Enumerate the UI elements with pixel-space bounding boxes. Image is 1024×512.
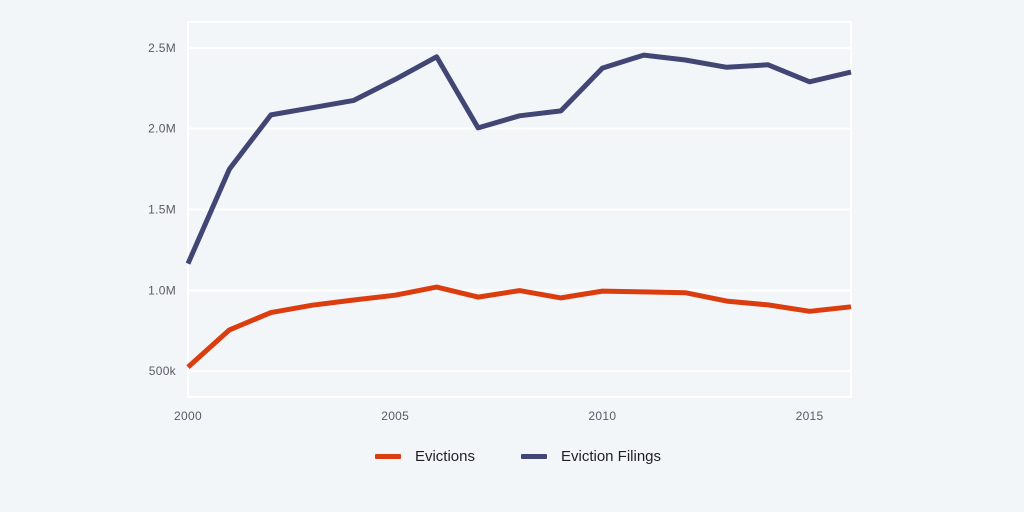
y-tick-label: 2.0M [148,122,176,136]
series-lines [185,52,852,369]
legend-swatch-evictions [374,454,401,459]
y-tick-label: 1.5M [148,203,176,217]
x-axis: 2000 2005 2010 2015 [174,409,823,423]
legend-item-evictions[interactable]: Evictions [374,448,475,465]
legend-label-evictions: Evictions [414,448,475,465]
y-tick-label: 2.5M [148,41,176,55]
plot-frame [187,21,852,398]
y-axis: 500k 1.0M 1.5M 2.0M 2.5M [148,41,177,378]
x-tick-label: 2000 [174,409,202,423]
series-line-eviction-filings[interactable] [185,52,852,265]
y-tick-label: 1.0M [148,283,176,297]
x-tick-label: 2015 [796,409,824,423]
legend: Evictions Eviction Filings [0,448,1024,465]
legend-swatch-eviction-filings [520,454,547,459]
x-tick-label: 2005 [381,409,409,423]
y-tick-label: 500k [149,364,177,378]
series-line-evictions[interactable] [186,284,852,369]
legend-label-eviction-filings: Eviction Filings [560,448,662,465]
x-tick-label: 2010 [588,409,616,423]
legend-item-eviction-filings[interactable]: Eviction Filings [520,448,662,465]
line-chart: 500k 1.0M 1.5M 2.0M 2.5M 2000 2005 2010 2015 [148,21,852,423]
